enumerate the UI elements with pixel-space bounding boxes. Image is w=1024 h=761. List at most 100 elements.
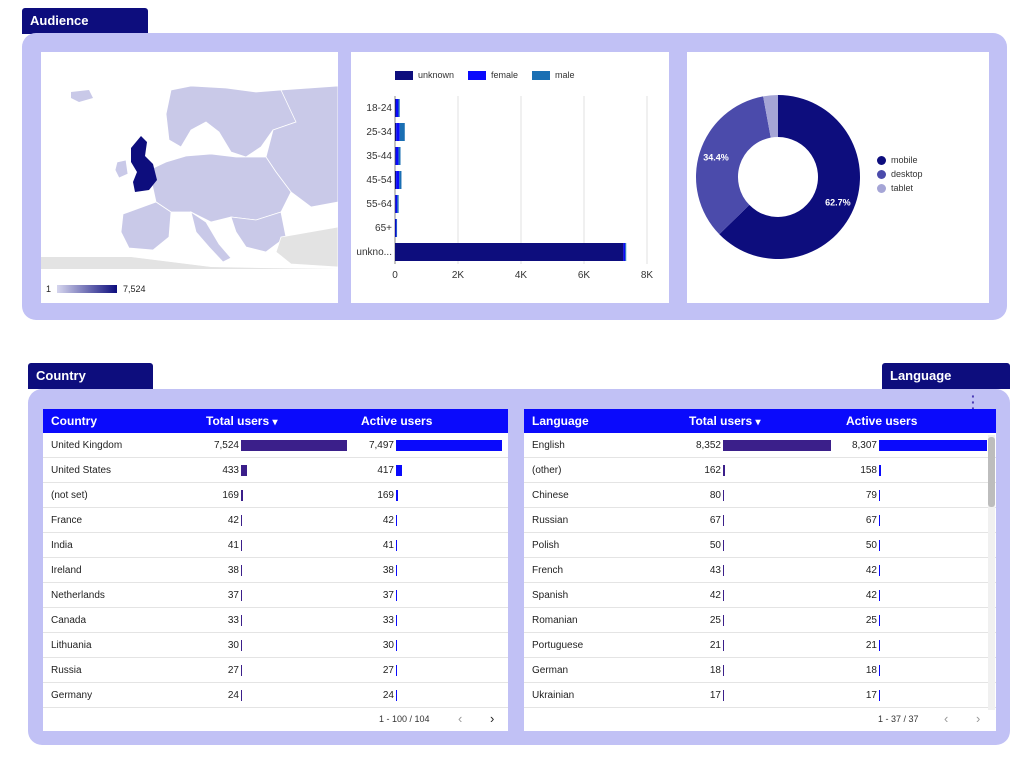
table-row[interactable]: Spanish 42 42: [524, 583, 996, 608]
donut-slice-desktop[interactable]: [696, 96, 771, 235]
legend-label-tablet: tablet: [891, 183, 914, 193]
table-row[interactable]: English 8,352 8,307: [524, 433, 996, 458]
y-category-label: unkno...: [356, 247, 392, 258]
language-scrollbar-thumb[interactable]: [988, 437, 995, 507]
map-iberia: [120, 201, 172, 251]
country_table-name-cell: Netherlands: [51, 590, 105, 601]
language_table-total-value: 21: [709, 640, 721, 651]
language_table-active-value: 25: [865, 615, 877, 626]
language_table-name-cell: Romanian: [532, 615, 578, 626]
language_table-active-value: 21: [865, 640, 877, 651]
bar-unknown[interactable]: [395, 147, 396, 165]
geo-map-card: 1 7,524: [41, 52, 339, 303]
donut-slice-tablet[interactable]: [763, 95, 778, 138]
bar-unknown[interactable]: [395, 99, 396, 117]
country-section-label: Country: [28, 363, 153, 389]
table-row[interactable]: Lithuania 30 30: [43, 633, 508, 658]
device-donut-chart[interactable]: 62.7% 34.4%: [687, 52, 989, 303]
bar-unknown[interactable]: [395, 123, 397, 141]
table-row[interactable]: Ireland 38 38: [43, 558, 508, 583]
bar-male[interactable]: [399, 171, 402, 189]
table-row[interactable]: India 41 41: [43, 533, 508, 558]
language-pager: 1 - 37 / 37 ‹ ›: [878, 711, 993, 726]
country_table-total-value: 30: [227, 640, 239, 651]
table-row[interactable]: German 18 18: [524, 658, 996, 683]
table-row[interactable]: France 42 42: [43, 508, 508, 533]
bar-female[interactable]: [395, 219, 397, 237]
bar-male[interactable]: [398, 99, 400, 117]
lang-total-users-col-header[interactable]: Total users ▾: [689, 414, 761, 428]
table-row[interactable]: United Kingdom 7,524 7,497: [43, 433, 508, 458]
map-legend: 1 7,524: [46, 284, 146, 294]
country_table-active-value: 27: [382, 665, 394, 676]
table-row[interactable]: French 43 42: [524, 558, 996, 583]
bar-unknown[interactable]: [395, 219, 396, 237]
next-page-icon[interactable]: ›: [490, 711, 495, 726]
language_table-name-cell: German: [532, 665, 569, 676]
country-table-header: Country Total users ▾ Active users: [43, 409, 508, 433]
bar-female[interactable]: [396, 171, 400, 189]
total-users-header-label: Total users: [206, 414, 270, 428]
table-row[interactable]: Germany 24 24: [43, 683, 508, 708]
language_table-total-value: 80: [709, 490, 721, 501]
bar-female[interactable]: [395, 195, 398, 213]
x-tick-label: 2K: [452, 270, 465, 281]
more-options-icon[interactable]: · · ·: [971, 388, 976, 416]
language_table-total-value: 17: [709, 690, 721, 701]
bar-male[interactable]: [397, 195, 399, 213]
bar-unknown[interactable]: [395, 171, 397, 189]
table-row[interactable]: (not set) 169 169: [43, 483, 508, 508]
country_table-total-value: 433: [222, 465, 239, 476]
country_table-total-bar: [241, 490, 244, 501]
table-row[interactable]: Russia 27 27: [43, 658, 508, 683]
sort-desc-icon: ▾: [272, 417, 278, 428]
language-table-scrollbar[interactable]: [988, 435, 995, 710]
table-row[interactable]: (other) 162 158: [524, 458, 996, 483]
table-row[interactable]: Ukrainian 17 17: [524, 683, 996, 708]
bar-female[interactable]: [623, 243, 626, 261]
country-col-header[interactable]: Country: [51, 414, 97, 428]
donut-slice-mobile[interactable]: [719, 95, 860, 259]
bar-male[interactable]: [399, 123, 405, 141]
bar-male[interactable]: [398, 147, 401, 165]
bar-male[interactable]: [625, 243, 627, 261]
table-row[interactable]: Chinese 80 79: [524, 483, 996, 508]
country_table-active-value: 417: [377, 465, 394, 476]
language_table-total-value: 8,352: [695, 440, 721, 451]
country_table-name-cell: United Kingdom: [51, 440, 123, 451]
active-users-col-header[interactable]: Active users: [361, 414, 433, 428]
bar-male[interactable]: [396, 219, 398, 237]
language_table-active-bar: [879, 490, 881, 501]
language_table-total-value: 18: [709, 665, 721, 676]
lang-active-users-col-header[interactable]: Active users: [846, 414, 918, 428]
table-row[interactable]: United States 433 417: [43, 458, 508, 483]
audience-section-label: Audience: [22, 8, 148, 34]
bar-unknown[interactable]: [395, 195, 396, 213]
country_table-active-value: 41: [382, 540, 394, 551]
prev-page-icon[interactable]: ‹: [458, 711, 463, 726]
table-row[interactable]: Russian 67 67: [524, 508, 996, 533]
language_table-total-bar: [723, 590, 724, 601]
legend-label-mobile: mobile: [891, 155, 918, 165]
table-row[interactable]: Romanian 25 25: [524, 608, 996, 633]
legend-label-male: male: [555, 70, 575, 80]
table-row[interactable]: Netherlands 37 37: [43, 583, 508, 608]
bar-female[interactable]: [396, 123, 400, 141]
total-users-col-header[interactable]: Total users ▾: [206, 414, 278, 428]
map-central-europe: [148, 153, 292, 223]
language_table-total-value: 25: [709, 615, 721, 626]
lang-next-page-icon[interactable]: ›: [976, 711, 981, 726]
bar-female[interactable]: [395, 99, 399, 117]
age-bar-chart[interactable]: 0 2K 4K 6K 8K18-2425-3435-4445-5455-6465+unk…: [351, 52, 669, 303]
europe-map[interactable]: [41, 52, 339, 303]
table-row[interactable]: Canada 33 33: [43, 608, 508, 633]
bar-female[interactable]: [395, 147, 399, 165]
lang-prev-page-icon[interactable]: ‹: [944, 711, 949, 726]
language_table-total-bar: [723, 540, 724, 551]
table-row[interactable]: Polish 50 50: [524, 533, 996, 558]
language_table-name-cell: Portuguese: [532, 640, 584, 651]
language-col-header[interactable]: Language: [532, 414, 589, 428]
bar-unknown[interactable]: [395, 243, 624, 261]
table-row[interactable]: Portuguese 21 21: [524, 633, 996, 658]
language_table-active-bar: [879, 615, 880, 626]
